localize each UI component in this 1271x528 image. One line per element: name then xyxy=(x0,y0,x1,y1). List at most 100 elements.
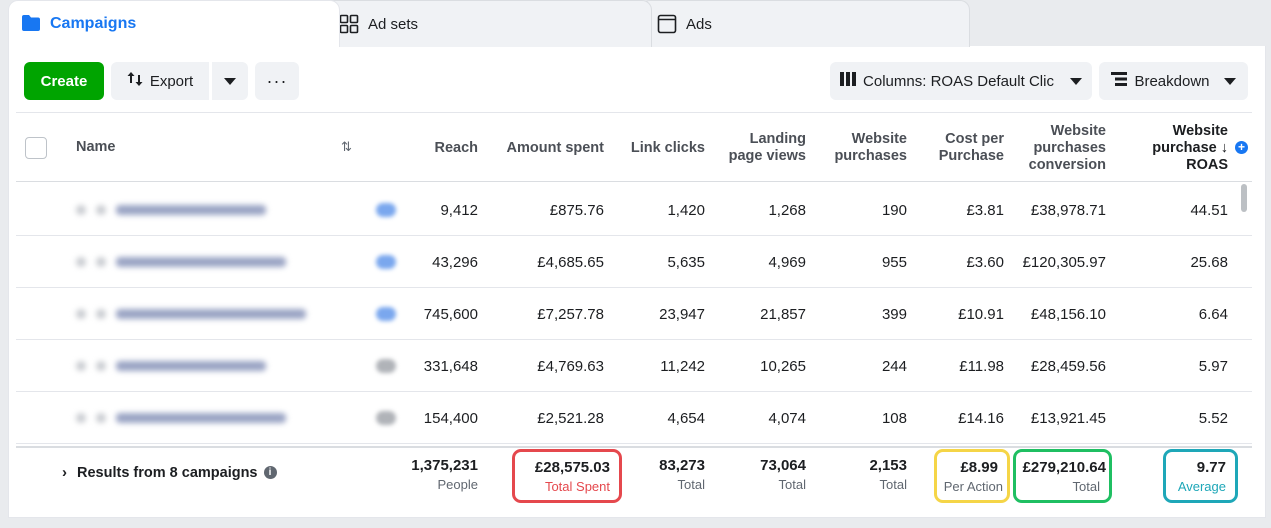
column-header-roas[interactable]: Website purchase ↓ ROAS xyxy=(1152,122,1228,173)
campaign-toggle[interactable] xyxy=(376,307,396,321)
column-header-website-purchases[interactable]: Website purchases xyxy=(834,131,907,164)
cell-link-clicks: 5,635 xyxy=(667,253,705,271)
table-row[interactable]: 9,412 £875.76 1,420 1,268 190 £3.81 £38,978.71… xyxy=(16,184,1252,236)
cell-landing-page-views: 4,969 xyxy=(768,253,806,271)
cell-amount-spent: £875.76 xyxy=(549,201,604,219)
cell-roas: 44.51 xyxy=(1190,201,1228,219)
export-dropdown-button[interactable] xyxy=(212,62,248,100)
total-link-clicks-sub: Total xyxy=(677,477,705,492)
column-header-conversion[interactable]: Website purchases conversion xyxy=(1028,122,1106,173)
tab-campaigns[interactable]: Campaigns xyxy=(8,0,340,47)
cell-cost-per-purchase: £11.98 xyxy=(959,357,1004,375)
tab-campaigns-label: Campaigns xyxy=(50,15,137,32)
campaign-name-redacted[interactable] xyxy=(76,358,341,374)
column-header-landing-page-views[interactable]: Landing page views xyxy=(728,131,806,164)
total-website-purchases-value: 2,153 xyxy=(869,457,907,474)
cell-cost-per-purchase: £3.81 xyxy=(966,201,1004,219)
cell-website-purchases: 190 xyxy=(881,201,907,219)
cell-amount-spent: £7,257.78 xyxy=(537,305,604,323)
table-row[interactable]: 331,648 £4,769.63 11,242 10,265 244 £11.98 £28… xyxy=(16,340,1252,392)
campaign-name-redacted[interactable] xyxy=(76,410,341,426)
toolbar: Create Export ··· Columns: ROAS Default … xyxy=(9,46,1265,112)
campaign-toggle[interactable] xyxy=(376,411,396,425)
total-amount-spent-value: £28,575.03 xyxy=(534,459,610,476)
add-column-icon[interactable]: + xyxy=(1235,141,1248,154)
total-reach-sub: People xyxy=(437,477,478,492)
select-all-checkbox[interactable] xyxy=(25,137,47,159)
table-header: Name ⇅ Reach Amount spent Link clicks La… xyxy=(16,112,1252,182)
tab-ads-label: Ads xyxy=(686,15,712,33)
totals-label-text: Results from 8 campaigns xyxy=(77,464,258,481)
grid-icon xyxy=(339,14,359,34)
breakdown-label: Breakdown xyxy=(1134,72,1210,90)
column-header-amount-spent[interactable]: Amount spent xyxy=(506,139,604,156)
column-header-cost-per-purchase[interactable]: Cost per Purchase xyxy=(938,131,1004,164)
chevron-right-icon[interactable]: › xyxy=(62,464,67,481)
cell-roas: 6.64 xyxy=(1198,305,1228,323)
level-tabs: Ads Ad sets Campaigns xyxy=(0,0,1271,47)
total-landing-page-views-sub: Total xyxy=(778,477,806,492)
table-row[interactable]: 43,296 £4,685.65 5,635 4,969 955 £3.60 £120,30… xyxy=(16,236,1252,288)
campaign-toggle[interactable] xyxy=(376,359,396,373)
cell-link-clicks: 23,947 xyxy=(659,305,705,323)
tab-adsets-label: Ad sets xyxy=(368,15,419,33)
total-cost-per-purchase-highlight: £8.99 Per Action xyxy=(934,449,1010,503)
breakdown-dropdown[interactable]: Breakdown xyxy=(1099,62,1248,100)
cell-landing-page-views: 10,265 xyxy=(760,357,806,375)
campaign-toggle[interactable] xyxy=(376,203,396,217)
folder-icon xyxy=(21,14,41,34)
total-website-purchases: 2,153 Total xyxy=(814,456,915,508)
caret-down-icon xyxy=(1069,73,1082,90)
campaign-toggle[interactable] xyxy=(376,255,396,269)
column-header-reach[interactable]: Reach xyxy=(434,139,478,156)
total-roas-sub: Average xyxy=(1177,479,1226,494)
cell-link-clicks: 4,654 xyxy=(667,409,705,427)
cell-reach: 154,400 xyxy=(423,409,478,427)
create-button[interactable]: Create xyxy=(24,62,104,100)
total-landing-page-views-value: 73,064 xyxy=(760,457,806,474)
cell-website-purchases: 399 xyxy=(881,305,907,323)
export-icon xyxy=(127,71,143,91)
cell-roas: 5.97 xyxy=(1198,357,1228,375)
total-reach-value: 1,375,231 xyxy=(411,457,478,474)
column-header-name[interactable]: Name xyxy=(76,139,116,155)
total-conversion-sub: Total xyxy=(1072,479,1100,494)
cell-cost-per-purchase: £3.60 xyxy=(966,253,1004,271)
cell-reach: 43,296 xyxy=(432,253,478,271)
tab-ads[interactable]: Ads xyxy=(640,0,970,47)
caret-down-icon xyxy=(1223,73,1236,90)
cell-landing-page-views: 4,074 xyxy=(768,409,806,427)
cell-link-clicks: 1,420 xyxy=(667,201,705,219)
campaign-name-redacted[interactable] xyxy=(76,306,341,322)
more-options-button[interactable]: ··· xyxy=(255,62,299,100)
totals-label[interactable]: › Results from 8 campaigns i xyxy=(62,464,277,481)
vertical-scrollbar[interactable] xyxy=(1241,184,1247,212)
table-row[interactable]: 154,400 £2,521.28 4,654 4,074 108 £14.16 £13,9… xyxy=(16,392,1252,444)
cell-amount-spent: £4,769.63 xyxy=(537,357,604,375)
cell-cost-per-purchase: £14.16 xyxy=(958,409,1004,427)
info-icon[interactable]: i xyxy=(263,466,277,479)
export-button[interactable]: Export xyxy=(111,62,209,100)
cell-amount-spent: £2,521.28 xyxy=(537,409,604,427)
columns-label: Columns: ROAS Default Clic xyxy=(863,72,1054,90)
cell-website-purchases: 108 xyxy=(881,409,907,427)
campaign-name-redacted[interactable] xyxy=(76,202,341,218)
cell-conversion: £13,921.45 xyxy=(1030,409,1106,427)
sort-icon[interactable]: ⇅ xyxy=(341,139,352,154)
total-amount-spent-sub: Total Spent xyxy=(544,479,610,494)
campaign-name-redacted[interactable] xyxy=(76,254,341,270)
total-cost-per-purchase-sub: Per Action xyxy=(943,479,1003,494)
cell-roas: 5.52 xyxy=(1198,409,1228,427)
columns-dropdown[interactable]: Columns: ROAS Default Clic xyxy=(830,62,1092,100)
total-cost-per-purchase-value: £8.99 xyxy=(960,459,998,476)
totals-row: › Results from 8 campaigns i 1,375,231 P… xyxy=(16,446,1252,518)
cell-reach: 9,412 xyxy=(440,201,478,219)
tab-adsets[interactable]: Ad sets xyxy=(322,0,652,47)
caret-down-icon xyxy=(224,73,236,90)
table-row[interactable]: 745,600 £7,257.78 23,947 21,857 399 £10.91 £48… xyxy=(16,288,1252,340)
cell-reach: 745,600 xyxy=(423,305,478,323)
cell-reach: 331,648 xyxy=(423,357,478,375)
column-header-link-clicks[interactable]: Link clicks xyxy=(630,139,705,156)
cell-conversion: £48,156.10 xyxy=(1030,305,1106,323)
cell-conversion: £38,978.71 xyxy=(1030,201,1106,219)
